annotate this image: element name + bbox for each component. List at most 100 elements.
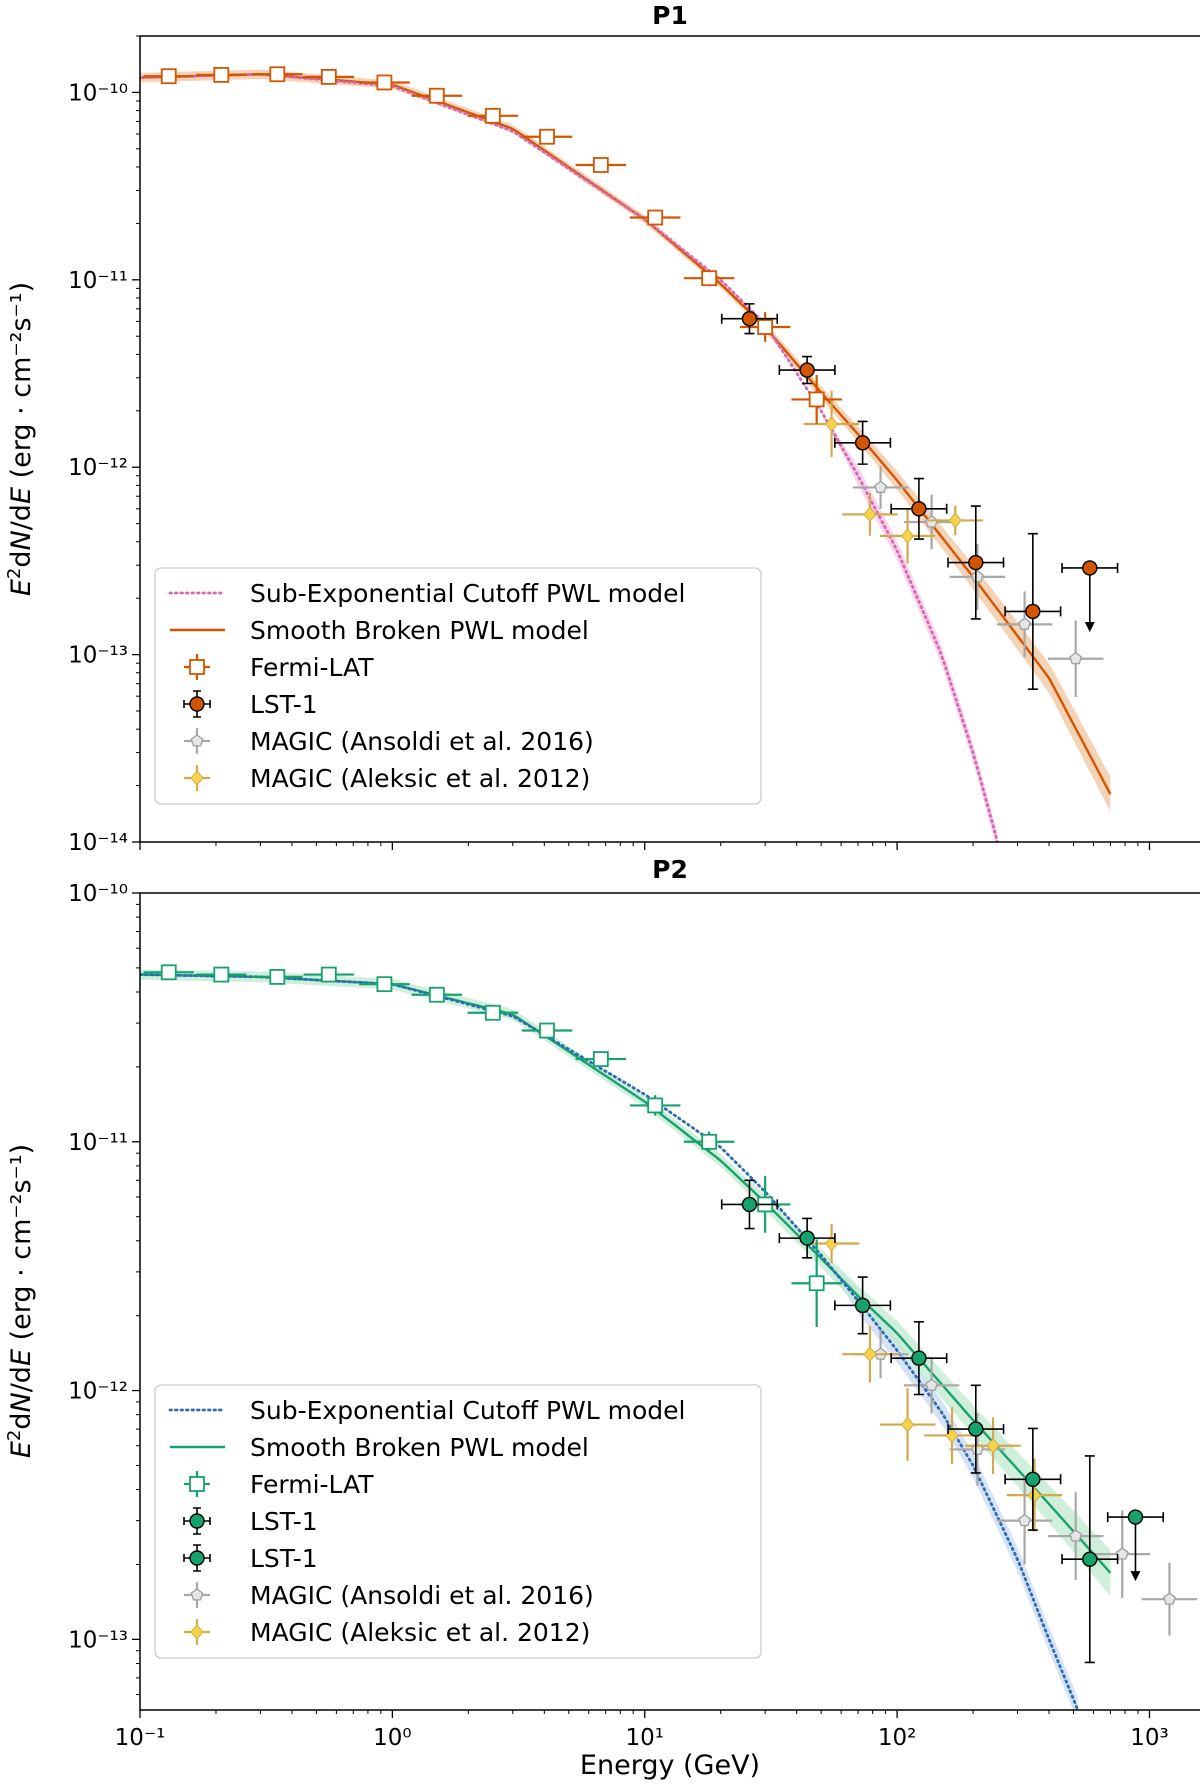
- fermi-point: [539, 1022, 555, 1039]
- panel-p1: P1 E2dN/dE (erg · cm⁻²s⁻¹) 10⁻¹⁴10⁻¹³10⁻…: [4, 1, 1200, 856]
- panel-p2: P2 E2dN/dE (erg · cm⁻²s⁻¹) 10⁻¹ 10⁰ 10¹ 10²…: [4, 855, 1200, 1751]
- y-tick-label: 10⁻¹³: [68, 643, 128, 669]
- fermi-point: [160, 964, 177, 981]
- ansoldi-point: [970, 569, 984, 583]
- legend-swatch-ansoldi: [190, 1588, 204, 1601]
- fermi-point: [484, 107, 501, 124]
- legend-swatch-aleksic: [190, 1624, 204, 1640]
- fermi-point: [320, 68, 337, 85]
- fermi-point: [808, 391, 825, 408]
- legend-label: LST-1: [250, 1507, 318, 1536]
- y-axis-label-p1: E2dN/dE (erg · cm⁻²s⁻¹): [4, 282, 37, 596]
- legend-swatch-aleksic: [190, 770, 204, 786]
- axes-frame-p1: [139, 35, 1200, 843]
- y-tick-label: 10⁻¹⁰: [68, 881, 128, 907]
- fermi-point: [428, 87, 445, 104]
- fermi-point: [539, 128, 555, 145]
- lst-point: [741, 311, 758, 327]
- legend-box: [154, 567, 762, 805]
- aleksic-point: [863, 1346, 877, 1362]
- lst-point: [1025, 1471, 1041, 1487]
- panel-title-p1: P1: [652, 1, 688, 30]
- lst-point: [1082, 560, 1098, 576]
- lst-point: [968, 1421, 984, 1437]
- y-tick-label: 10⁻¹⁰: [68, 80, 128, 106]
- aleksic-point: [900, 1416, 915, 1433]
- legend-label: Sub-Exponential Cutoff PWL model: [250, 1396, 685, 1425]
- lst-point: [854, 435, 871, 451]
- ticks-p1: 10⁻¹⁴ 10⁻¹³ 10⁻¹² 10⁻¹¹ 10⁻¹⁰: [68, 35, 1151, 856]
- axes-frame-p2: [139, 892, 1200, 1711]
- aleksic-point: [900, 528, 915, 544]
- fermi-point: [213, 966, 230, 983]
- legend-swatch-fermi: [189, 1476, 205, 1492]
- legend-swatch-lst: [189, 1550, 205, 1566]
- y-tick-label: 10⁻¹³: [68, 1627, 128, 1653]
- legend-p1: Sub-Exponential Cutoff PWL model Smooth B…: [154, 567, 762, 805]
- legend-label: Smooth Broken PWL model: [250, 1433, 589, 1462]
- y-tick-label: 10⁻¹²: [68, 1379, 128, 1405]
- y-tick-label: 10⁻¹¹: [68, 1130, 128, 1156]
- legend-swatch-ansoldi: [190, 734, 204, 747]
- legend-label: Fermi-LAT: [250, 653, 374, 682]
- lst-point: [854, 1297, 871, 1314]
- legend-label: LST-1: [250, 1544, 318, 1573]
- upper-limit-arrow: [1130, 1571, 1141, 1582]
- ansoldi-point: [1163, 1592, 1176, 1605]
- lst-point: [799, 362, 815, 378]
- y-axis-unit-p1: (erg · cm⁻²s⁻¹): [6, 282, 37, 479]
- fermi-point: [376, 976, 393, 993]
- lst-point: [1025, 603, 1041, 620]
- legend-swatch-lst: [189, 1513, 205, 1529]
- y-axis-label-p2: E2dN/dE (erg · cm⁻²s⁻¹): [4, 1144, 37, 1458]
- legend-label: MAGIC (Aleksic et al. 2012): [250, 1618, 590, 1647]
- legend-label: Sub-Exponential Cutoff PWL model: [250, 579, 685, 608]
- fermi-point: [213, 67, 230, 83]
- ansoldi-point: [874, 480, 888, 493]
- aleksic-point: [1027, 1487, 1042, 1503]
- fermi-point: [269, 968, 286, 985]
- y-tick-label: 10⁻¹²: [68, 455, 128, 481]
- fermi-point: [701, 1133, 718, 1150]
- aleksic-point: [824, 416, 839, 432]
- fermi-point: [428, 986, 445, 1003]
- fermi-point: [592, 157, 609, 173]
- legend-box: [154, 1384, 762, 1659]
- ansoldi-point: [1069, 651, 1083, 665]
- points-p1: [143, 66, 1119, 698]
- x-tick-label: 10⁰: [373, 1725, 412, 1751]
- fermi-point: [701, 270, 718, 287]
- aleksic-point: [948, 512, 962, 529]
- fermi-point: [269, 66, 286, 83]
- legend-p2: Sub-Exponential Cutoff PWL model Smooth B…: [154, 1384, 762, 1659]
- y-tick-label: 10⁻¹⁴: [68, 830, 128, 856]
- lst-point: [968, 554, 984, 571]
- ansoldi-point: [1018, 617, 1032, 630]
- upper-limit-arrow: [1084, 621, 1095, 632]
- fermi-point: [376, 74, 393, 91]
- legend-label: MAGIC (Ansoldi et al. 2016): [250, 727, 594, 756]
- lst-point: [911, 1350, 927, 1366]
- panel-title-p2: P2: [652, 855, 688, 884]
- fermi-point: [757, 319, 774, 335]
- legend-label: Fermi-LAT: [250, 1470, 374, 1499]
- legend-label: MAGIC (Ansoldi et al. 2016): [250, 1581, 594, 1610]
- x-axis-label: Energy (GeV): [580, 1750, 760, 1781]
- legend-label: Smooth Broken PWL model: [250, 616, 589, 645]
- lst-point: [1082, 1551, 1098, 1567]
- fermi-point: [592, 1051, 609, 1067]
- y-tick-label: 10⁻¹¹: [68, 268, 128, 294]
- ansoldi-point: [1069, 1529, 1083, 1542]
- fermi-point: [647, 1097, 664, 1114]
- ansoldi-point: [1018, 1513, 1032, 1527]
- fermi-point: [808, 1275, 825, 1292]
- ansoldi-point: [1115, 1547, 1129, 1560]
- aleksic-point: [863, 506, 877, 523]
- legend-swatch-lst: [189, 696, 205, 712]
- points-p2: [143, 964, 1198, 1664]
- fermi-point: [320, 966, 337, 983]
- fermi-point: [160, 68, 177, 85]
- x-tick-label: 10²: [878, 1725, 917, 1751]
- fermi-point: [647, 209, 664, 226]
